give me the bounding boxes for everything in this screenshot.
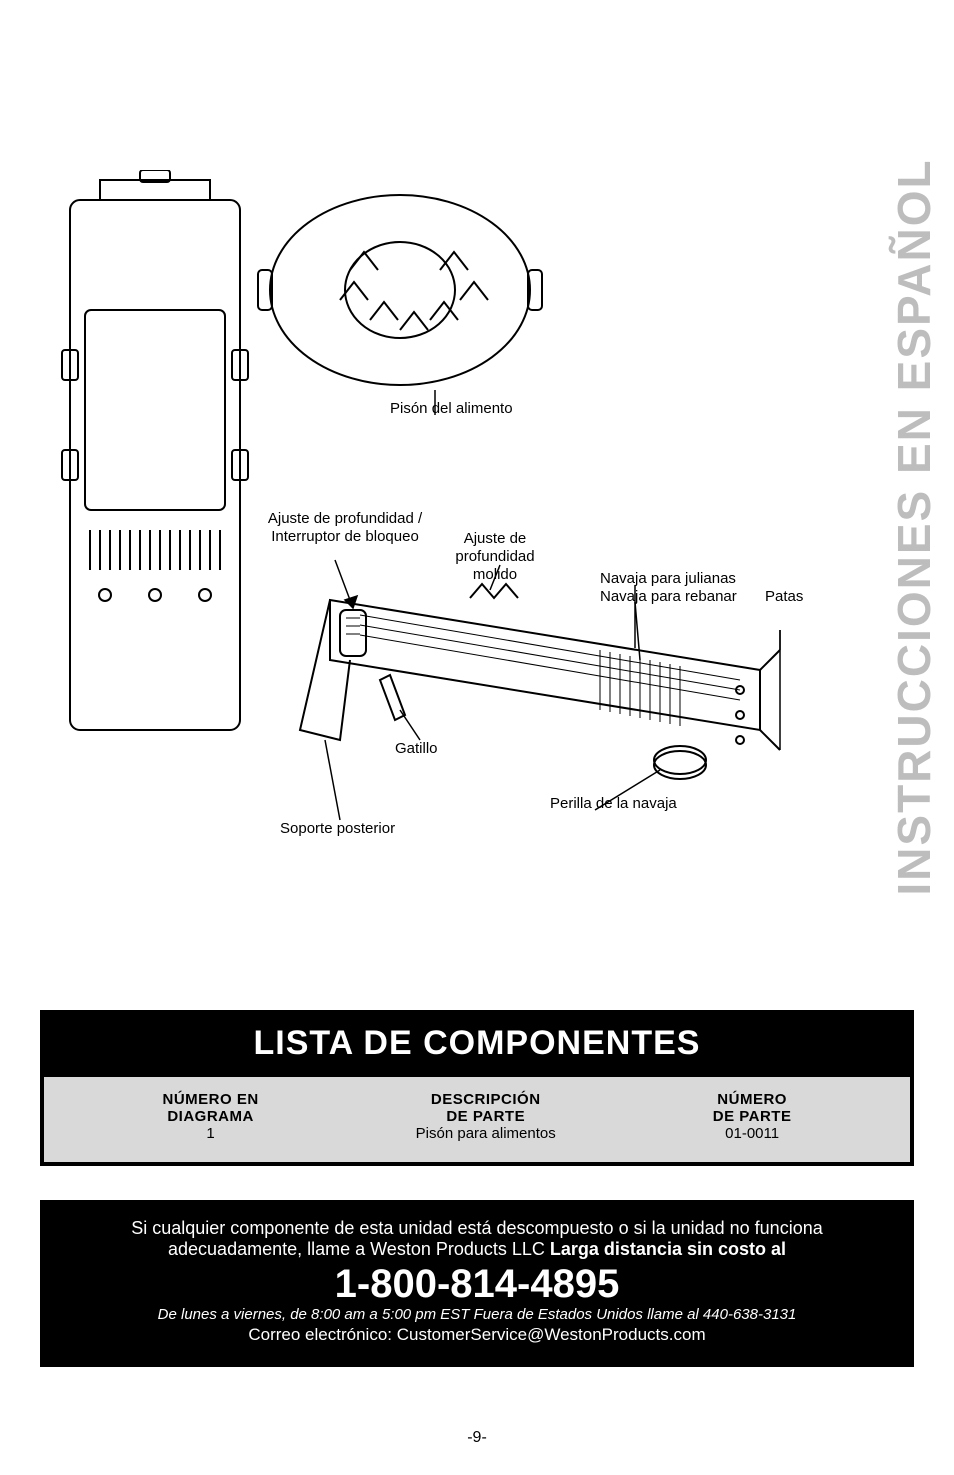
label-perilla-navaja: Perilla de la navaja: [550, 795, 677, 813]
label-pison-del-alimento: Pisón del alimento: [390, 400, 513, 418]
hdr-num-parte-l1: NÚMERO: [713, 1091, 792, 1108]
label-navaja-rebanar: Navaja para rebanar: [600, 588, 737, 606]
hdr-num-diagrama-l1: NÚMERO EN: [163, 1091, 259, 1108]
components-table: NÚMERO EN DIAGRAMA 1 DESCRIPCIÓN DE PART…: [40, 1077, 914, 1166]
food-pusher-upright-icon: [62, 170, 248, 730]
label-ajuste-bloqueo: Ajuste de profundidad / Interruptor de b…: [250, 510, 440, 546]
contact-email: Correo electrónico: CustomerService@West…: [60, 1325, 894, 1345]
label-navaja-julianas: Navaja para julianas: [600, 570, 736, 588]
components-section: LISTA DE COMPONENTES NÚMERO EN DIAGRAMA …: [40, 1010, 914, 1166]
label-patas: Patas: [765, 588, 803, 606]
contact-hours: De lunes a viernes, de 8:00 am a 5:00 pm…: [60, 1306, 894, 1323]
food-pusher-top-icon: [258, 195, 542, 385]
manual-page: INSTRUCCIONES EN ESPAÑOL: [0, 0, 954, 1475]
label-ajuste-molido: Ajuste de profundidad molido: [435, 530, 555, 584]
label-ajuste-bloqueo-text: Ajuste de profundidad / Interruptor de b…: [268, 510, 422, 545]
row-part: 01-0011: [713, 1125, 792, 1142]
col-descripcion: DESCRIPCIÓN DE PARTE Pisón para alimento…: [416, 1091, 556, 1142]
side-tab-text: INSTRUCCIONES EN ESPAÑOL: [887, 158, 941, 895]
col-num-diagrama: NÚMERO EN DIAGRAMA 1: [163, 1091, 259, 1142]
label-soporte-posterior: Soporte posterior: [280, 820, 395, 838]
contact-line1b: adecuadamente, llame a Weston Products L…: [168, 1239, 550, 1259]
label-ajuste-molido-text: Ajuste de profundidad molido: [455, 530, 534, 583]
contact-line1: Si cualquier componente de esta unidad e…: [60, 1218, 894, 1260]
contact-block: Si cualquier componente de esta unidad e…: [40, 1200, 914, 1367]
contact-line1-bold: Larga distancia sin costo al: [550, 1239, 786, 1259]
row-desc: Pisón para alimentos: [416, 1125, 556, 1142]
mandoline-body-icon: [300, 584, 780, 779]
contact-line1a: Si cualquier componente de esta unidad e…: [131, 1218, 822, 1238]
row-num: 1: [163, 1125, 259, 1142]
hdr-num-parte-l2: DE PARTE: [713, 1108, 792, 1125]
contact-phone: 1-800-814-4895: [60, 1262, 894, 1306]
hdr-descripcion-l1: DESCRIPCIÓN: [416, 1091, 556, 1108]
label-gatillo: Gatillo: [395, 740, 438, 758]
parts-diagram: Pisón del alimento Ajuste de profundidad…: [40, 170, 820, 870]
components-title: LISTA DE COMPONENTES: [40, 1010, 914, 1077]
page-number: -9-: [0, 1429, 954, 1447]
hdr-descripcion-l2: DE PARTE: [416, 1108, 556, 1125]
col-num-parte: NÚMERO DE PARTE 01-0011: [713, 1091, 792, 1142]
hdr-num-diagrama-l2: DIAGRAMA: [163, 1108, 259, 1125]
